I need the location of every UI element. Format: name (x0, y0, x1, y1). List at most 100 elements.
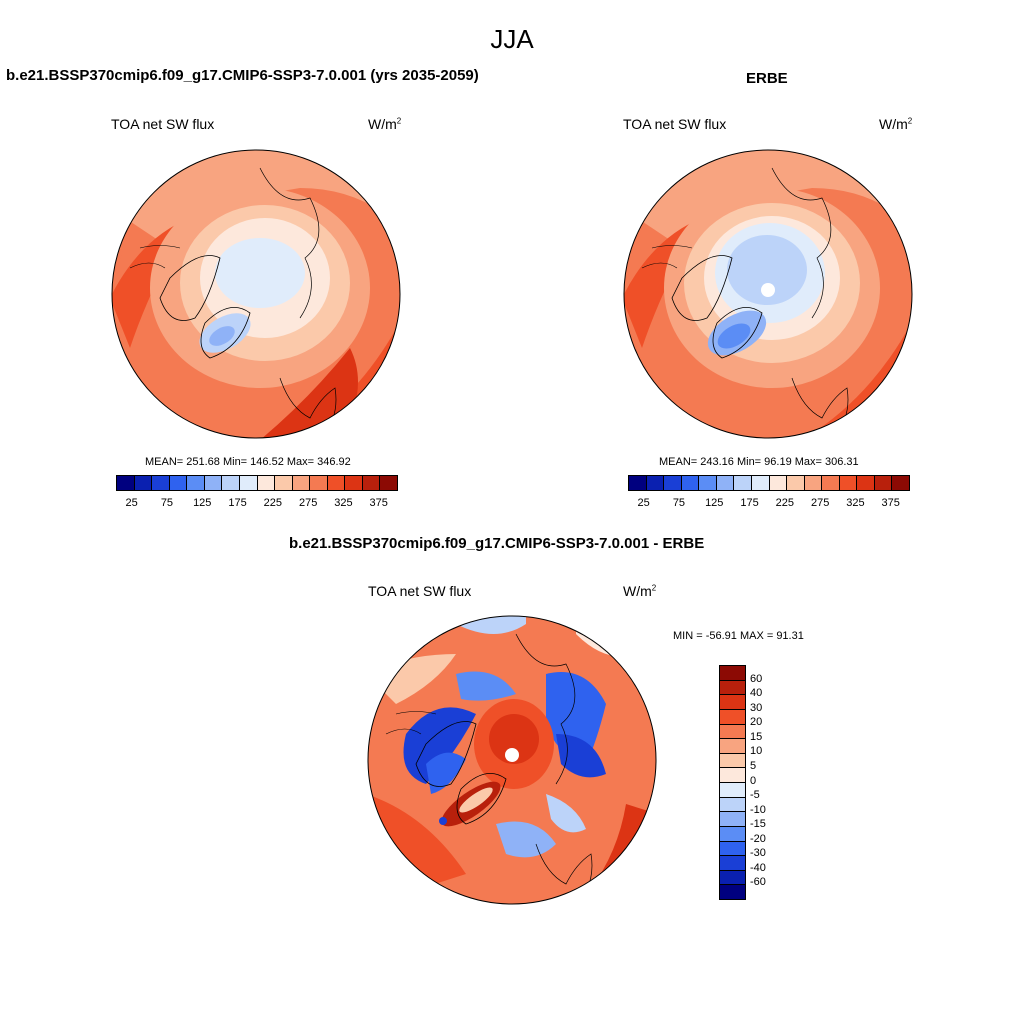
colorbar-tick-label: 375 (881, 497, 900, 509)
colorbar-swatch (720, 812, 745, 827)
colorbar-tick-label: -5 (750, 789, 760, 802)
colorbar-tick-label: 275 (298, 497, 318, 509)
colorbar-swatch (787, 476, 805, 490)
right-panel-title: ERBE (746, 70, 788, 87)
right-units-label: W/m2 (879, 116, 913, 132)
colorbar-tick-label: 60 (750, 672, 763, 685)
colorbar-swatch (345, 476, 363, 490)
colorbar-tick-label: -40 (750, 861, 766, 874)
colorbar-tick-label: 125 (705, 497, 724, 509)
colorbar-swatch (839, 476, 858, 490)
diff-units-label: W/m2 (623, 583, 657, 599)
colorbar-tick-label: -30 (750, 847, 766, 860)
colorbar-tick-label: 5 (750, 759, 757, 772)
colorbar-swatch (720, 680, 745, 696)
colorbar-tick-label: 75 (672, 497, 686, 509)
left-polar-map (111, 149, 401, 439)
colorbar-swatch (720, 826, 745, 842)
colorbar-tick-label: 275 (810, 497, 830, 509)
left-panel-title: b.e21.BSSP370cmip6.f09_g17.CMIP6-SSP3-7.… (6, 67, 479, 84)
colorbar-tick-label: -20 (750, 832, 766, 845)
colorbar-swatch (681, 476, 700, 490)
colorbar-tick-label: 225 (263, 497, 283, 509)
colorbar-swatch (720, 783, 745, 798)
colorbar-swatch (857, 476, 875, 490)
colorbar-tick-label: 175 (228, 497, 247, 509)
left-units-label: W/m2 (368, 116, 402, 132)
colorbar-tick-label: -60 (750, 876, 766, 889)
colorbar-swatch (310, 476, 328, 490)
colorbar-tick-label: 175 (740, 497, 759, 509)
colorbar-swatch (239, 476, 258, 490)
colorbar-tick-label: 0 (750, 774, 757, 787)
colorbar-tick-label: 75 (160, 497, 174, 509)
colorbar-swatch (751, 476, 770, 490)
colorbar-swatch (380, 476, 397, 490)
colorbar-tick-label: 325 (334, 497, 353, 509)
diff-polar-map (367, 615, 657, 905)
colorbar-tick-label: 10 (750, 745, 763, 758)
colorbar-swatch (292, 476, 311, 490)
right-polar-map (623, 149, 913, 439)
colorbar-swatch (892, 476, 909, 490)
colorbar-swatch (720, 797, 745, 813)
colorbar-swatch (734, 476, 752, 490)
colorbar-tick-label: 30 (750, 701, 763, 714)
colorbar-swatch (275, 476, 293, 490)
colorbar-swatch (152, 476, 170, 490)
colorbar-swatch (720, 709, 745, 725)
colorbar-swatch (720, 666, 745, 681)
right-stats: MEAN= 243.16 Min= 96.19 Max= 306.31 (659, 456, 859, 468)
colorbar-swatch (804, 476, 823, 490)
colorbar-swatch (720, 856, 745, 871)
right-variable-label: TOA net SW flux (623, 116, 727, 132)
colorbar-swatch (204, 476, 223, 490)
colorbar-tick-label: 15 (750, 730, 763, 743)
colorbar-swatch (664, 476, 682, 490)
colorbar-swatch (187, 476, 205, 490)
colorbar-tick-label: 20 (750, 716, 763, 729)
colorbar-tick-label: -10 (750, 803, 766, 816)
left-stats: MEAN= 251.68 Min= 146.52 Max= 346.92 (145, 456, 351, 468)
colorbar-swatch (629, 476, 647, 490)
colorbar-swatch (720, 870, 745, 886)
diff-colorbar-labels: 60 40 30 20 15 10 5 0 -5 -10 -15 -20 -30 -40 -60 (750, 665, 790, 898)
colorbar-tick-label: 40 (750, 687, 763, 700)
colorbar-tick-label: 125 (193, 497, 212, 509)
colorbar-swatch (117, 476, 135, 490)
diff-panel-title: b.e21.BSSP370cmip6.f09_g17.CMIP6-SSP3-7.… (289, 535, 705, 552)
colorbar-tick-label: 375 (369, 497, 388, 509)
colorbar-swatch (362, 476, 381, 490)
colorbar-swatch (327, 476, 346, 490)
left-colorbar-labels: 25 75 125 175 225 275 325 375 (114, 497, 396, 509)
colorbar-swatch (822, 476, 840, 490)
colorbar-tick-label: -15 (750, 818, 766, 831)
colorbar-swatch (134, 476, 153, 490)
colorbar-swatch (720, 768, 745, 783)
colorbar-swatch (720, 885, 745, 899)
colorbar-swatch (720, 841, 745, 857)
colorbar-swatch (257, 476, 276, 490)
right-colorbar (628, 475, 910, 491)
colorbar-swatch (720, 753, 745, 769)
colorbar-tick-label: 25 (125, 497, 138, 509)
colorbar-swatch (716, 476, 735, 490)
colorbar-swatch (874, 476, 893, 490)
colorbar-tick-label: 225 (775, 497, 795, 509)
colorbar-swatch (720, 695, 745, 710)
left-variable-label: TOA net SW flux (111, 116, 215, 132)
diff-stats: MIN = -56.91 MAX = 91.31 (673, 630, 804, 642)
colorbar-swatch (699, 476, 717, 490)
main-title: JJA (490, 24, 534, 54)
colorbar-tick-label: 325 (846, 497, 865, 509)
diff-colorbar (719, 665, 746, 900)
colorbar-swatch (720, 724, 745, 740)
right-colorbar-labels: 25 75 125 175 225 275 325 375 (626, 497, 908, 509)
left-colorbar (116, 475, 398, 491)
diff-variable-label: TOA net SW flux (368, 583, 472, 599)
colorbar-swatch (720, 739, 745, 754)
colorbar-swatch (169, 476, 188, 490)
colorbar-swatch (769, 476, 788, 490)
colorbar-tick-label: 25 (637, 497, 650, 509)
colorbar-swatch (222, 476, 240, 490)
